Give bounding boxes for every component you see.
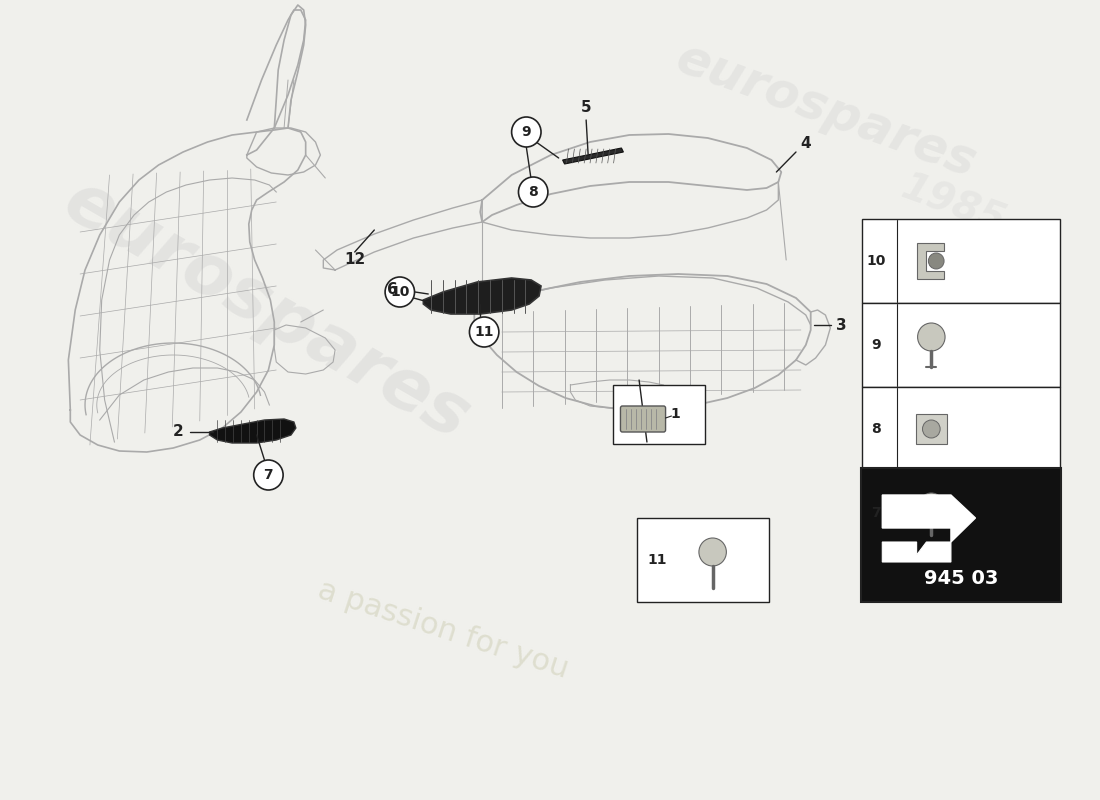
Text: 10: 10 <box>390 285 409 299</box>
Text: 7: 7 <box>264 468 273 482</box>
Text: 8: 8 <box>871 422 881 436</box>
FancyBboxPatch shape <box>861 219 1059 303</box>
Polygon shape <box>562 148 624 164</box>
FancyBboxPatch shape <box>861 303 1059 387</box>
Text: 5: 5 <box>581 101 592 115</box>
Circle shape <box>385 277 415 307</box>
FancyBboxPatch shape <box>861 387 1059 471</box>
Text: 11: 11 <box>474 325 494 339</box>
Circle shape <box>928 253 944 269</box>
FancyBboxPatch shape <box>620 406 666 432</box>
FancyBboxPatch shape <box>915 414 947 444</box>
Text: 1985: 1985 <box>895 169 1010 242</box>
Text: 2: 2 <box>173 425 184 439</box>
Polygon shape <box>424 278 541 314</box>
Text: 8: 8 <box>528 185 538 199</box>
Text: a passion for you: a passion for you <box>314 576 572 684</box>
Text: 6: 6 <box>386 282 397 298</box>
Text: eurospares: eurospares <box>52 166 482 454</box>
Circle shape <box>917 323 945 351</box>
Text: 945 03: 945 03 <box>924 569 998 587</box>
Text: 11: 11 <box>647 553 667 567</box>
Polygon shape <box>882 542 950 562</box>
Circle shape <box>512 117 541 147</box>
FancyBboxPatch shape <box>861 471 1059 555</box>
Text: 9: 9 <box>521 125 531 139</box>
Circle shape <box>923 420 940 438</box>
FancyBboxPatch shape <box>613 385 705 444</box>
Polygon shape <box>882 495 976 542</box>
Text: 10: 10 <box>867 254 887 268</box>
Text: 4: 4 <box>801 137 811 151</box>
Text: eurospares: eurospares <box>669 34 982 186</box>
Circle shape <box>518 177 548 207</box>
Polygon shape <box>210 419 296 443</box>
Text: 12: 12 <box>344 253 365 267</box>
Circle shape <box>470 317 499 347</box>
Text: 9: 9 <box>871 338 881 352</box>
FancyBboxPatch shape <box>860 468 1060 602</box>
Text: 7: 7 <box>871 506 881 520</box>
Circle shape <box>920 493 943 517</box>
Text: 3: 3 <box>836 318 846 333</box>
Polygon shape <box>916 243 944 279</box>
Circle shape <box>254 460 283 490</box>
Text: 1: 1 <box>671 407 680 421</box>
FancyBboxPatch shape <box>637 518 769 602</box>
Circle shape <box>698 538 726 566</box>
